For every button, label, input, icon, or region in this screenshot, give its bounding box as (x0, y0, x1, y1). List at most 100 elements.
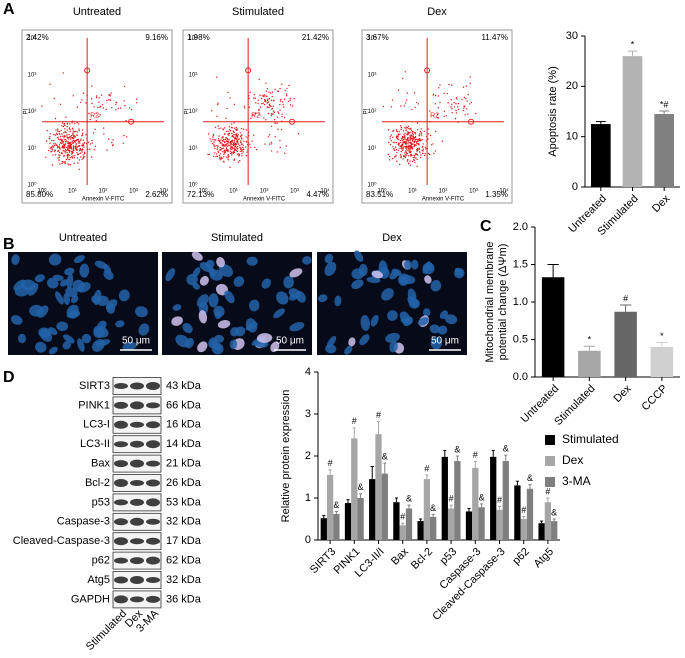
panel-label: B (3, 236, 15, 253)
blot-band (114, 557, 128, 564)
cell-nucleus (324, 253, 334, 264)
gate-handle (289, 118, 296, 125)
event-dot (218, 135, 220, 137)
event-dot (234, 136, 237, 138)
event-dot (77, 146, 79, 148)
legend-swatch (545, 477, 555, 487)
event-dot (64, 138, 67, 141)
event-dot (236, 137, 238, 140)
event-dot (106, 99, 108, 102)
event-dot (279, 87, 281, 90)
x-tick-label: 10⁴ (320, 188, 330, 195)
cell-nucleus (348, 337, 356, 347)
y-tick-label: 10⁰ (367, 182, 377, 189)
event-dot (252, 113, 254, 116)
event-dot (465, 85, 467, 87)
event-dot (441, 140, 444, 142)
event-dot (389, 155, 391, 158)
cell-nucleus (302, 256, 312, 265)
event-dot (271, 95, 273, 98)
event-dot (236, 132, 238, 135)
event-dot (409, 134, 411, 137)
event-dot (274, 136, 276, 138)
cell-nucleus (404, 259, 412, 270)
bar (369, 479, 376, 540)
event-dot (65, 148, 67, 151)
event-dot (45, 156, 47, 158)
event-dot (89, 118, 91, 121)
event-dot (128, 107, 131, 109)
bar (441, 456, 448, 540)
event-dot (82, 157, 84, 159)
event-dot (245, 155, 248, 157)
event-dot (109, 95, 112, 97)
event-dot (414, 106, 416, 109)
event-dot (240, 135, 242, 137)
cell-nucleus (359, 334, 370, 346)
event-dot (117, 107, 120, 110)
event-dot (400, 125, 402, 127)
event-dot (400, 126, 403, 129)
blot-band (130, 401, 144, 410)
event-dot (69, 138, 72, 140)
event-dot (233, 131, 235, 134)
cell-nucleus (407, 288, 417, 303)
protein-name: p62 (92, 555, 110, 567)
event-dot (231, 123, 233, 125)
event-dot (82, 154, 84, 156)
cell-nucleus (52, 274, 64, 281)
event-dot (76, 152, 78, 154)
event-dot (450, 99, 452, 101)
event-dot (407, 139, 410, 141)
event-dot (429, 134, 432, 137)
event-dot (57, 146, 59, 149)
event-dot (404, 71, 406, 73)
event-dot (412, 156, 415, 159)
event-dot (409, 139, 412, 141)
event-dot (265, 90, 268, 92)
event-dot (57, 128, 59, 130)
legend-label: Stimulated (562, 432, 619, 446)
event-dot (219, 146, 221, 149)
event-dot (240, 127, 243, 130)
event-dot (416, 149, 418, 151)
event-dot (208, 133, 210, 135)
bar (578, 350, 601, 377)
cell-nucleus (63, 293, 71, 305)
cell-nucleus (77, 282, 91, 293)
x-tick-label: 10¹ (68, 189, 77, 195)
event-dot (422, 150, 424, 152)
event-dot (212, 139, 214, 141)
image-title: Untreated (59, 232, 107, 244)
event-dot (242, 144, 244, 146)
event-dot (79, 142, 81, 144)
protein-size: 66 kDa (166, 399, 202, 411)
event-dot (263, 95, 265, 97)
event-dot (258, 78, 260, 81)
event-dot (415, 138, 418, 141)
event-dot (102, 107, 104, 109)
event-dot (231, 132, 233, 135)
event-dot (268, 101, 270, 103)
bar (375, 434, 382, 540)
event-dot (408, 147, 410, 150)
event-dot (403, 155, 405, 158)
event-dot (233, 158, 236, 160)
event-dot (402, 138, 405, 140)
event-dot (60, 129, 62, 132)
event-dot (416, 165, 418, 167)
y-tick-label: 0 (305, 534, 311, 546)
event-dot (406, 127, 409, 129)
event-dot (412, 132, 414, 134)
event-dot (123, 100, 125, 102)
event-dot (80, 101, 82, 104)
cell-nucleus (198, 310, 208, 324)
cell-nucleus (401, 275, 416, 285)
event-dot (266, 102, 268, 104)
x-tick-label: Bax (389, 545, 411, 567)
event-dot (67, 142, 69, 144)
event-dot (236, 147, 238, 149)
protein-name: Bax (91, 458, 110, 470)
event-dot (122, 142, 125, 144)
event-dot (470, 101, 472, 104)
